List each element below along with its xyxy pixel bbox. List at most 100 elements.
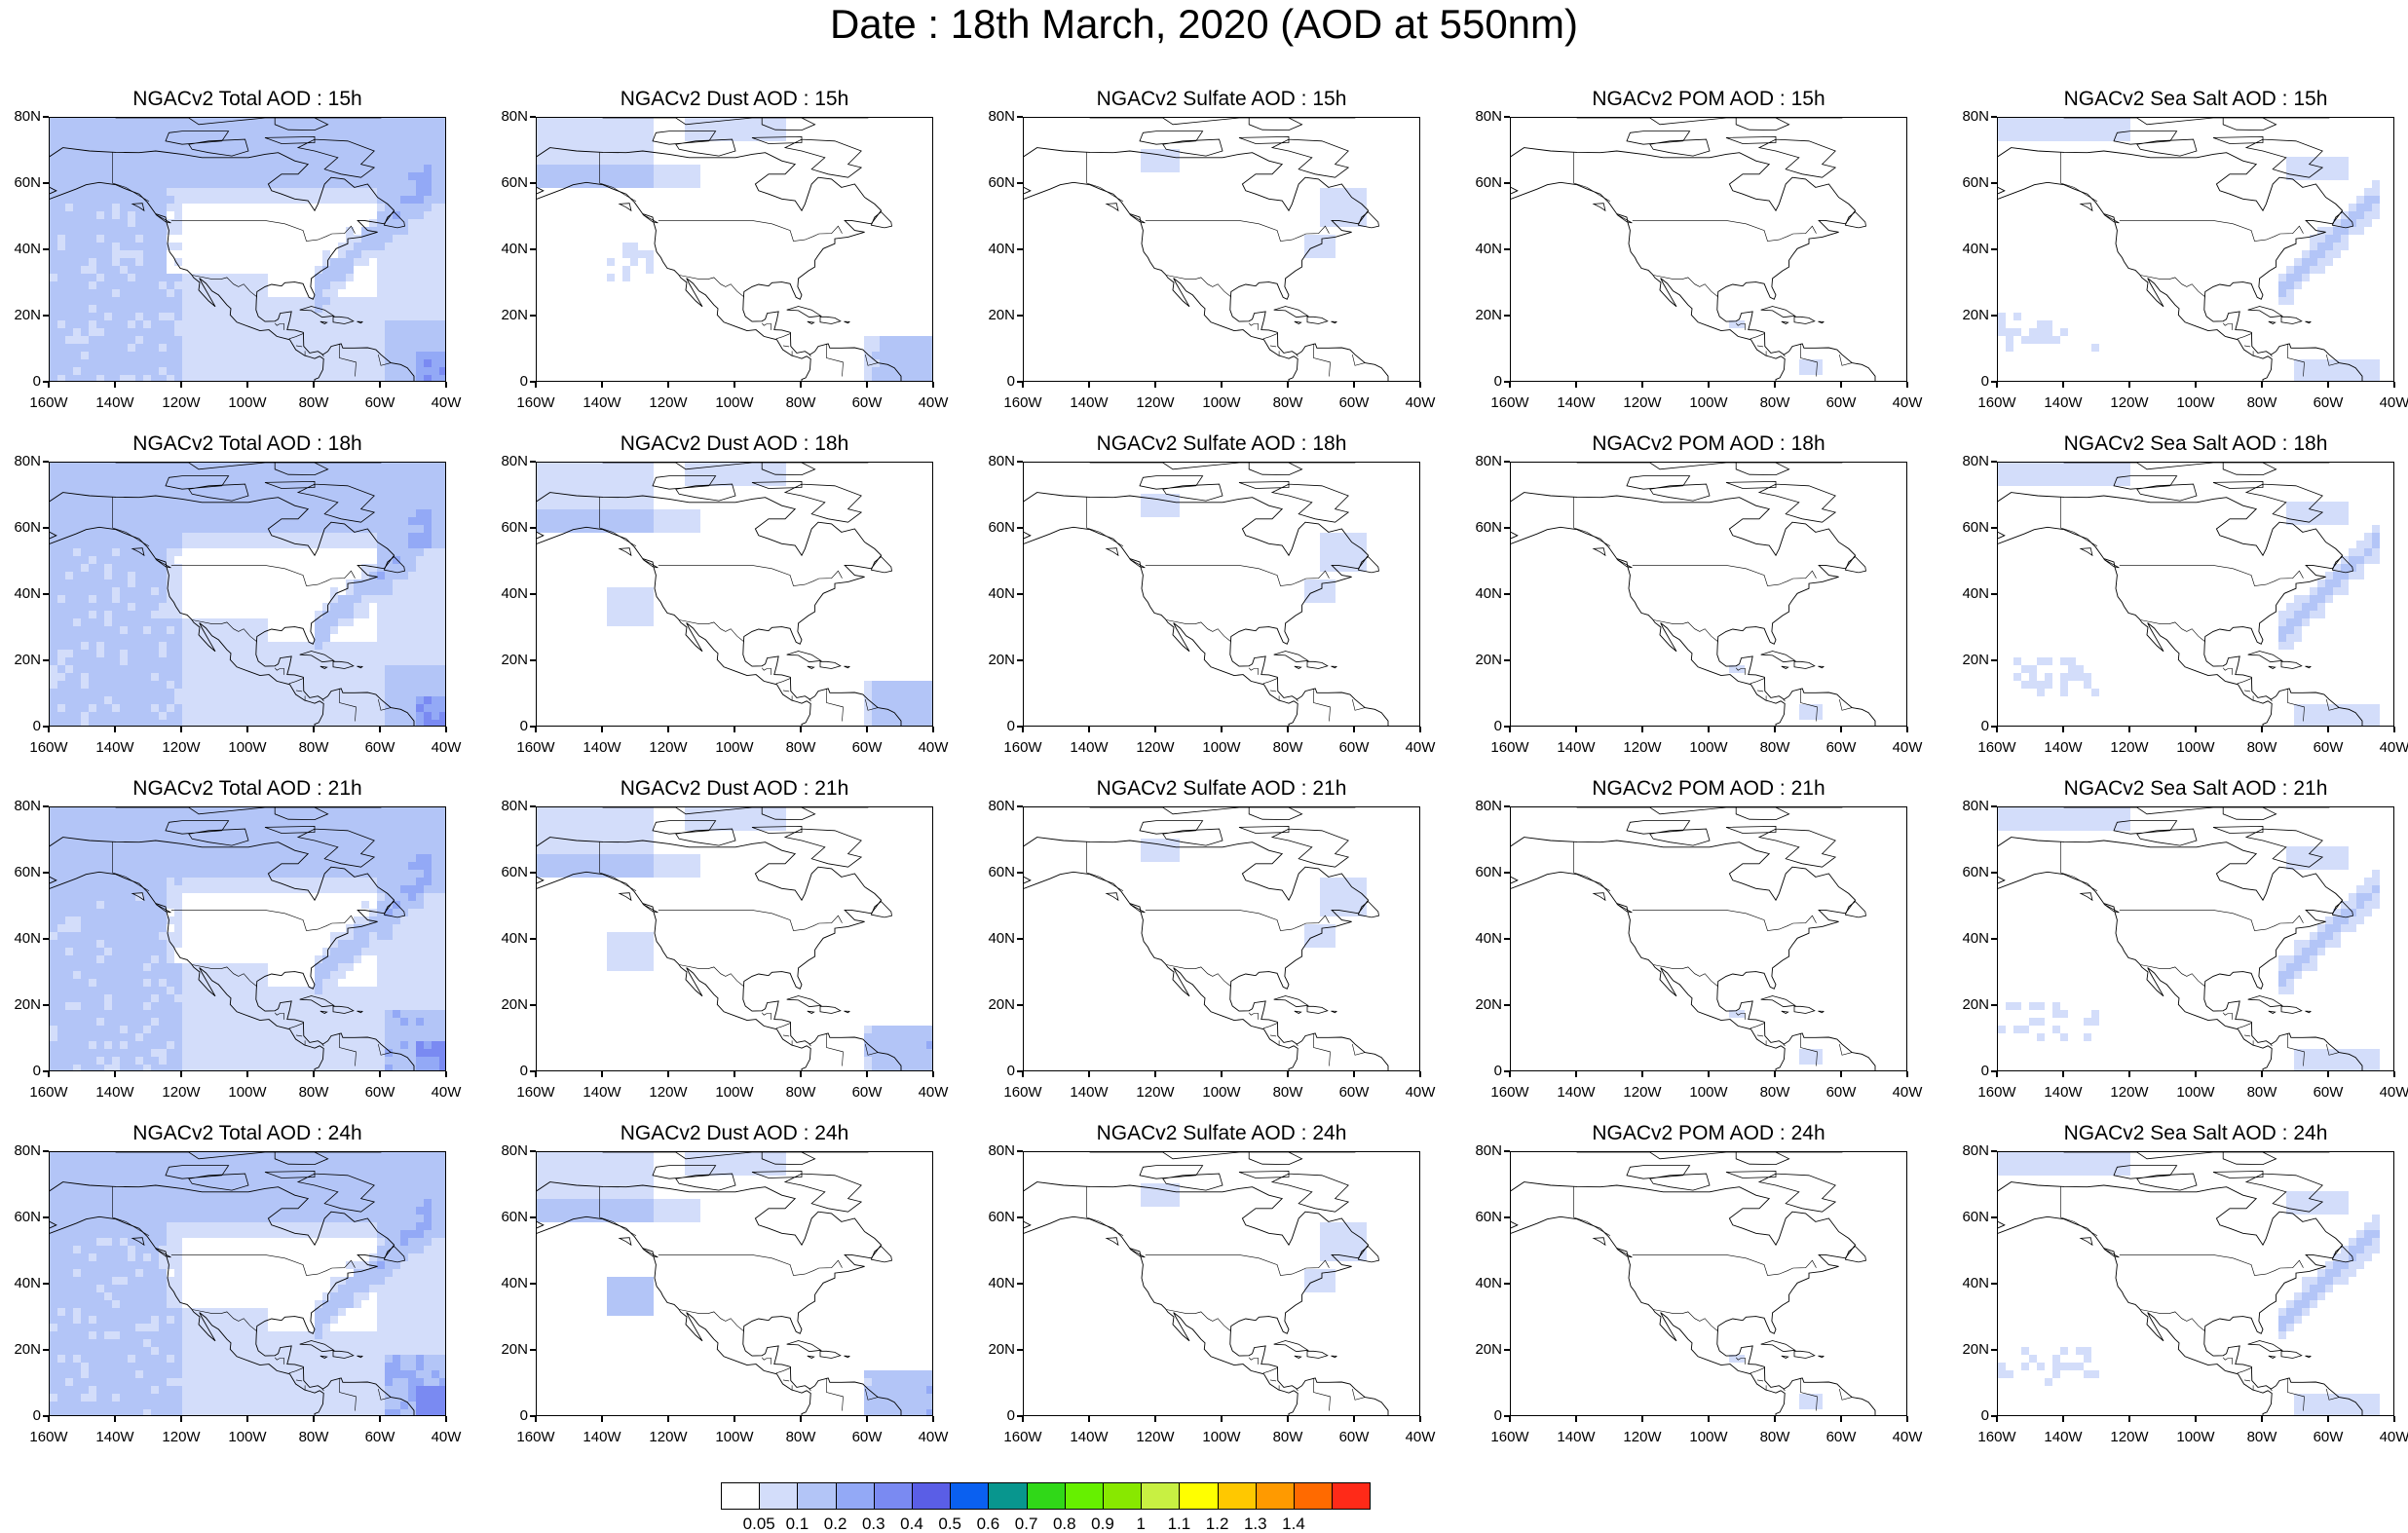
aod-cell (307, 885, 315, 893)
aod-cell (346, 846, 354, 854)
aod-cell (104, 313, 112, 320)
aod-cell (400, 502, 408, 509)
aod-cell (174, 673, 182, 681)
aod-cell (213, 862, 221, 870)
aod-cell (408, 289, 416, 297)
aod-cell (576, 141, 583, 149)
aod-cell (322, 712, 330, 720)
aod-cell (393, 603, 400, 611)
aod-cell (135, 313, 143, 320)
aod-cell (432, 227, 439, 235)
aod-cell (2356, 204, 2364, 211)
aod-cell (416, 650, 424, 657)
aod-cell (2286, 289, 2294, 297)
aod-cell (182, 533, 190, 541)
aod-cell (73, 502, 81, 509)
aod-cell (190, 313, 198, 320)
aod-cell (96, 297, 104, 305)
aod-cell (622, 618, 630, 626)
lon-tick (1509, 727, 1511, 732)
lon-tick-label: 160W (29, 1085, 67, 1101)
aod-cell (322, 297, 330, 305)
aod-cell (545, 470, 552, 478)
aod-cell (268, 642, 276, 650)
aod-cell (221, 172, 229, 180)
aod-cell (439, 720, 446, 727)
aod-cell (416, 704, 424, 712)
aod-cell (361, 494, 369, 502)
aod-cell (291, 336, 299, 344)
aod-cell (677, 180, 685, 188)
aod-cell (1172, 149, 1180, 157)
aod-cell (361, 502, 369, 509)
aod-cell (552, 157, 560, 165)
aod-cell (198, 689, 206, 696)
aod-cell (755, 126, 763, 133)
aod-cell (112, 313, 120, 320)
aod-cell (128, 603, 135, 611)
aod-cell (50, 611, 57, 618)
aod-cell (439, 657, 446, 665)
aod-cell (283, 665, 291, 673)
aod-cell (615, 165, 622, 172)
aod-cell (89, 219, 96, 227)
aod-cell (354, 313, 361, 320)
aod-cell (89, 494, 96, 502)
aod-cell (400, 266, 408, 274)
aod-cell (2068, 118, 2076, 126)
aod-cell (369, 126, 377, 133)
aod-cell (151, 525, 159, 533)
aod-cell (198, 478, 206, 486)
aod-cell (245, 720, 252, 727)
aod-cell (416, 133, 424, 141)
aod-cell (120, 344, 128, 352)
aod-cell (57, 673, 65, 681)
aod-cell (424, 486, 432, 494)
aod-cell (400, 517, 408, 525)
aod-cell (385, 320, 393, 328)
aod-cell (400, 204, 408, 211)
aod-cell (2294, 611, 2302, 618)
aod-cell (2052, 118, 2060, 126)
aod-cell (2356, 572, 2364, 580)
aod-cell (560, 525, 568, 533)
aod-cell (2333, 157, 2341, 165)
aod-cell (2341, 509, 2349, 517)
aod-cell (424, 375, 432, 382)
aod-cell (646, 618, 654, 626)
map-frame (1997, 117, 2394, 382)
aod-cell (322, 618, 330, 626)
aod-cell (2091, 126, 2099, 133)
aod-cell (424, 463, 432, 470)
aod-cell (354, 642, 361, 650)
aod-cell (252, 885, 260, 893)
aod-cell (213, 823, 221, 831)
aod-cell (622, 502, 630, 509)
aod-cell (89, 470, 96, 478)
aod-cell (338, 375, 346, 382)
aod-cell (903, 712, 911, 720)
aod-cell (2286, 165, 2294, 172)
lon-tick-label: 140W (95, 1085, 133, 1101)
aod-cell (50, 618, 57, 626)
aod-cell (128, 305, 135, 313)
aod-cell (2372, 359, 2380, 367)
aod-cell (895, 696, 903, 704)
aod-cell (237, 126, 245, 133)
aod-cell (599, 486, 607, 494)
aod-cell (120, 219, 128, 227)
aod-cell (89, 548, 96, 556)
aod-cell (346, 618, 354, 626)
aod-cell (198, 712, 206, 720)
aod-cell (432, 463, 439, 470)
aod-cell (174, 502, 182, 509)
aod-cell (1351, 556, 1359, 564)
aod-cell (400, 297, 408, 305)
aod-cell (400, 289, 408, 297)
aod-cell (307, 815, 315, 823)
aod-cell (377, 250, 385, 258)
aod-cell (260, 634, 268, 642)
aod-cell (432, 196, 439, 204)
aod-cell (346, 126, 354, 133)
